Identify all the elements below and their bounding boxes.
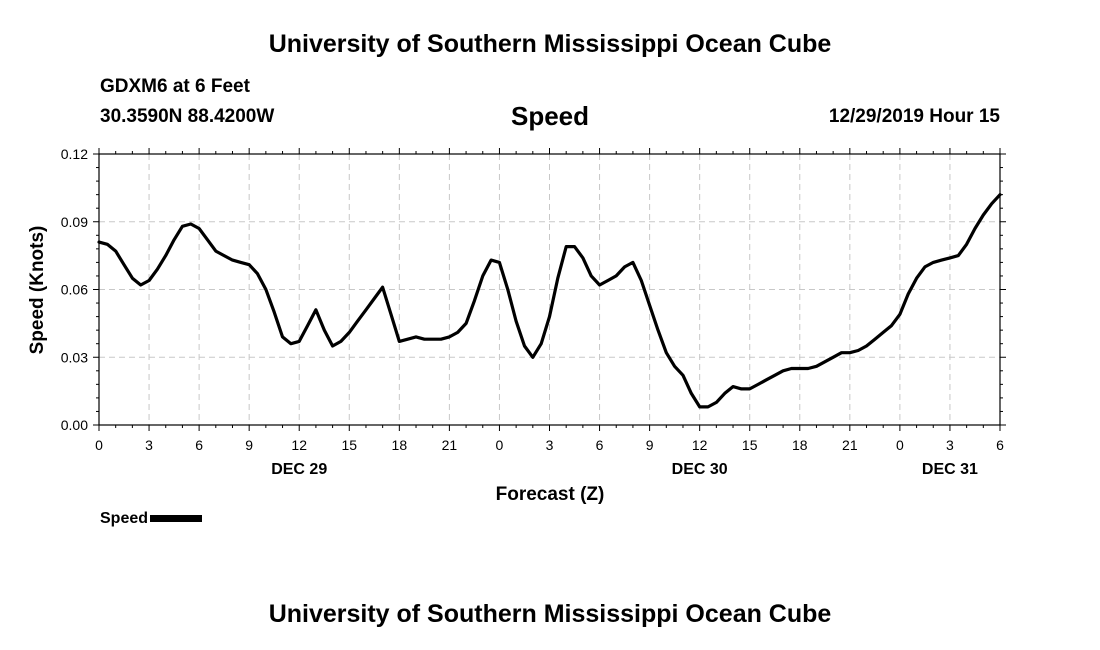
x-tick-label: 9 [245, 437, 253, 453]
y-axis-label: Speed (Knots) [27, 226, 48, 355]
y-tick-label: 0.12 [61, 146, 88, 162]
x-tick-label: 15 [341, 437, 357, 453]
x-tick-label: 6 [596, 437, 604, 453]
x-tick-label: 0 [496, 437, 504, 453]
y-tick-labels: 0.00 0.03 0.06 0.09 0.12 [61, 146, 88, 433]
x-tick-label: 3 [145, 437, 153, 453]
x-tick-label: 15 [742, 437, 758, 453]
x-tick-label: 18 [792, 437, 808, 453]
x-tick-label: 6 [996, 437, 1004, 453]
x-tick-label: 6 [195, 437, 203, 453]
x-tick-label: 0 [896, 437, 904, 453]
x-tick-label: 18 [392, 437, 408, 453]
report-title-bottom: University of Southern Mississippi Ocean… [268, 600, 832, 628]
station-coordinates: 30.3590N 88.4200W [100, 106, 275, 127]
x-tick-labels: 0 3 6 9 12 15 18 21 0 3 6 9 12 15 18 21 0 3 6 [95, 437, 1004, 453]
x-tick-label: 21 [442, 437, 458, 453]
x-tick-label: 3 [546, 437, 554, 453]
series-line-speed [97, 193, 1002, 409]
y-tick-label: 0.00 [61, 417, 88, 433]
x-tick-label: 12 [291, 437, 307, 453]
day-label: DEC 31 [922, 461, 978, 478]
y-tick-label: 0.09 [61, 214, 88, 230]
y-tick-label: 0.06 [61, 282, 88, 298]
plot-title: Speed [510, 101, 590, 131]
report-title-top: University of Southern Mississippi Ocean… [268, 30, 832, 58]
x-tick-label: 3 [946, 437, 954, 453]
series-layer [97, 193, 1002, 409]
grid-layer [99, 154, 1000, 425]
day-labels: DEC 29 DEC 30 DEC 31 [271, 461, 978, 478]
day-label: DEC 29 [271, 461, 327, 478]
y-tick-label: 0.03 [61, 349, 88, 365]
day-label: DEC 30 [672, 461, 728, 478]
x-tick-label: 9 [646, 437, 654, 453]
legend: Speed [100, 510, 203, 528]
x-tick-label: 0 [95, 437, 103, 453]
station-label: GDXM6 at 6 Feet [100, 76, 250, 97]
legend-line-swatch [150, 515, 203, 523]
forecast-timestamp: 12/29/2019 Hour 15 [828, 106, 1000, 127]
x-tick-label: 21 [842, 437, 858, 453]
x-tick-label: 12 [692, 437, 708, 453]
x-axis-label: Forecast (Z) [496, 484, 605, 505]
legend-label: Speed [100, 510, 149, 527]
plot-frame [98, 153, 1001, 426]
